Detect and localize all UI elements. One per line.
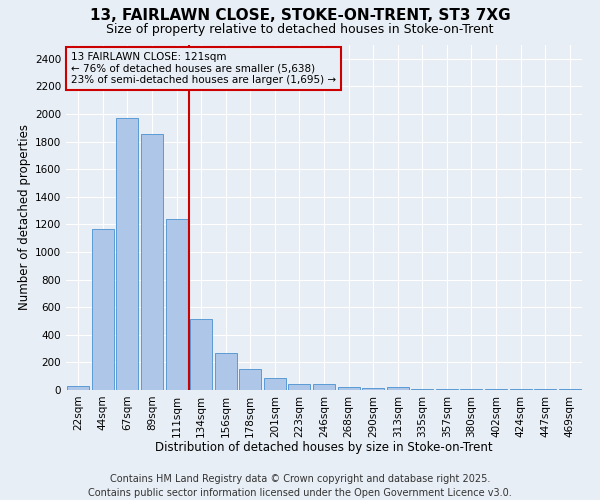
Bar	[92, 228, 114, 390]
Y-axis label: Number of detached properties: Number of detached properties	[18, 124, 31, 310]
Bar	[264, 378, 286, 390]
X-axis label: Distribution of detached houses by size in Stoke-on-Trent: Distribution of detached houses by size …	[155, 441, 493, 454]
Bar	[190, 319, 212, 390]
Bar	[215, 352, 237, 390]
Text: 13, FAIRLAWN CLOSE, STOKE-ON-TRENT, ST3 7XG: 13, FAIRLAWN CLOSE, STOKE-ON-TRENT, ST3 …	[89, 8, 511, 22]
Bar	[116, 118, 139, 390]
Bar	[362, 388, 384, 390]
Text: 13 FAIRLAWN CLOSE: 121sqm
← 76% of detached houses are smaller (5,638)
23% of se: 13 FAIRLAWN CLOSE: 121sqm ← 76% of detac…	[71, 52, 336, 85]
Bar	[338, 386, 359, 390]
Bar	[239, 368, 262, 390]
Bar	[67, 386, 89, 390]
Text: Size of property relative to detached houses in Stoke-on-Trent: Size of property relative to detached ho…	[106, 22, 494, 36]
Text: Contains HM Land Registry data © Crown copyright and database right 2025.
Contai: Contains HM Land Registry data © Crown c…	[88, 474, 512, 498]
Bar	[141, 134, 163, 390]
Bar	[386, 387, 409, 390]
Bar	[289, 384, 310, 390]
Bar	[166, 219, 188, 390]
Bar	[313, 384, 335, 390]
